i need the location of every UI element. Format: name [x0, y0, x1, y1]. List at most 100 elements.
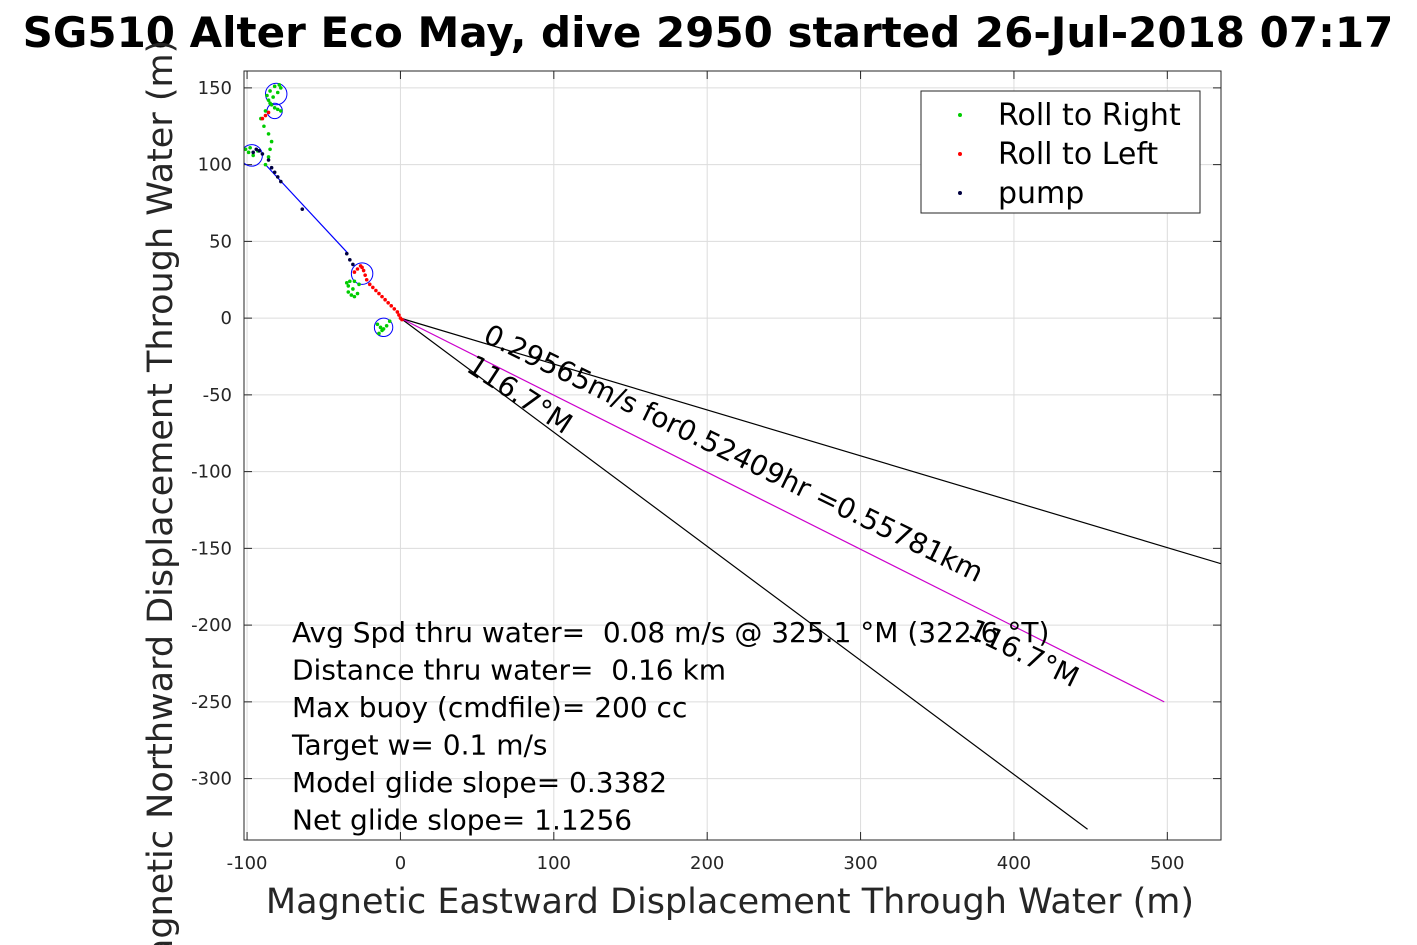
current-track-line	[265, 164, 349, 255]
stats-line: Avg Spd thru water= 0.08 m/s @ 325.1 °M …	[292, 616, 1049, 649]
roll-to-left-point	[389, 304, 394, 308]
chart-title: SG510 Alter Eco May, dive 2950 started 2…	[23, 8, 1394, 57]
pump-point	[251, 150, 256, 155]
y-tick-label: 100	[198, 155, 232, 176]
roll-to-right-point	[346, 284, 351, 288]
stats-text-block: Avg Spd thru water= 0.08 m/s @ 325.1 °M …	[291, 616, 1049, 837]
roll-to-right-point	[377, 331, 381, 336]
stats-line: Max buoy (cmdfile)= 200 cc	[292, 691, 687, 724]
y-tick-label: -250	[191, 692, 232, 713]
legend-marker	[958, 113, 962, 117]
roll-to-left-point	[355, 267, 360, 271]
roll-to-right-point	[275, 90, 280, 95]
roll-to-right-point	[352, 294, 357, 299]
data-points	[244, 83, 404, 336]
x-tick-label: 0	[395, 853, 406, 874]
y-tick-label: 150	[198, 78, 232, 99]
roll-to-right-point	[248, 145, 252, 150]
pump-point	[344, 251, 349, 256]
bearing-upper-line	[400, 317, 1221, 565]
roll-to-left-point	[397, 313, 401, 317]
legend-items: Roll to Right Roll to Left pump	[958, 98, 1181, 211]
legend-box	[920, 90, 1201, 214]
roll-to-left-point	[380, 294, 384, 299]
roll-to-left-point	[395, 310, 400, 314]
y-axis-label: Magnetic Northward Displacement Through …	[141, 40, 181, 945]
stats-line: Target w= 0.1 m/s	[291, 729, 548, 762]
roll-to-right-point	[263, 162, 268, 167]
roll-to-right-point	[268, 147, 272, 152]
pump-point	[254, 147, 259, 152]
x-axis-label: Magnetic Eastward Displacement Through W…	[266, 882, 1194, 922]
roll-to-right-point	[268, 89, 272, 93]
y-tick-label: 50	[209, 231, 232, 252]
x-tick-label: 400	[997, 853, 1031, 874]
pump-point	[257, 149, 262, 153]
roll-to-right-point	[262, 124, 266, 129]
roll-to-left-point	[260, 116, 265, 121]
roll-to-right-point	[275, 107, 280, 112]
legend-marker	[958, 191, 962, 195]
turn-circle	[373, 317, 394, 338]
y-tick-label: 0	[221, 308, 232, 329]
roll-to-left-point	[371, 285, 375, 290]
y-tick-label: -100	[191, 462, 232, 483]
bearing-lower-line	[400, 317, 1088, 830]
roll-to-right-point	[380, 328, 384, 333]
pump-point	[269, 165, 274, 170]
pump-point	[272, 170, 277, 175]
turn-circle	[350, 262, 374, 285]
pump-point	[275, 175, 280, 179]
roll-to-right-point	[384, 323, 389, 328]
y-tick-label: -150	[191, 538, 232, 559]
y-tick-label: -200	[191, 615, 232, 636]
roll-to-left-point	[363, 273, 367, 277]
stats-line: Model glide slope= 0.3382	[292, 766, 667, 799]
pump-point	[300, 207, 305, 211]
roll-to-left-point	[392, 307, 397, 311]
roll-to-left-point	[386, 300, 390, 305]
legend-marker	[958, 152, 962, 156]
y-tick-label: -300	[191, 769, 232, 790]
roll-to-right-point	[352, 279, 357, 284]
roll-to-right-point	[277, 83, 282, 87]
roll-to-right-point	[387, 319, 392, 323]
x-tick-labels: -100 0 100 200 300 400 500	[227, 853, 1185, 874]
roll-to-right-point	[344, 281, 349, 285]
roll-to-right-point	[351, 287, 355, 291]
pump-point	[351, 262, 355, 267]
legend-label: Roll to Left	[998, 137, 1158, 172]
roll-to-left-point	[352, 270, 357, 274]
tick-marks	[244, 71, 1221, 840]
x-tick-label: 100	[537, 853, 571, 874]
roll-to-right-point	[246, 150, 251, 155]
net-displacement-line	[400, 317, 1165, 703]
x-tick-label: 500	[1150, 853, 1184, 874]
x-tick-label: -100	[227, 853, 268, 874]
roll-to-right-point	[349, 293, 354, 297]
roll-to-right-point	[269, 139, 274, 144]
roll-to-left-point	[367, 282, 372, 287]
roll-to-right-point	[266, 132, 271, 136]
roll-to-left-point	[364, 277, 369, 282]
roll-to-right-point	[357, 282, 361, 287]
roll-to-right-point	[265, 93, 269, 98]
roll-to-left-point	[361, 268, 366, 273]
roll-to-right-point	[266, 155, 271, 159]
pump-point	[348, 257, 352, 262]
grid-lines	[244, 71, 1221, 840]
roll-to-right-point	[375, 322, 380, 327]
roll-to-right-point	[251, 153, 256, 158]
roll-to-right-point	[355, 291, 360, 296]
x-tick-label: 200	[690, 853, 724, 874]
roll-to-right-point	[272, 84, 277, 89]
x-tick-label: 300	[843, 853, 877, 874]
y-tick-labels: 150 100 50 0 -50 -100 -150 -200 -250 -300	[191, 78, 232, 790]
roll-to-left-point	[383, 297, 387, 302]
roll-to-right-point	[279, 86, 283, 90]
roll-to-right-point	[263, 109, 268, 113]
plot-frame	[243, 70, 1222, 841]
stats-line: Distance thru water= 0.16 km	[292, 654, 726, 687]
pump-point	[279, 179, 283, 184]
